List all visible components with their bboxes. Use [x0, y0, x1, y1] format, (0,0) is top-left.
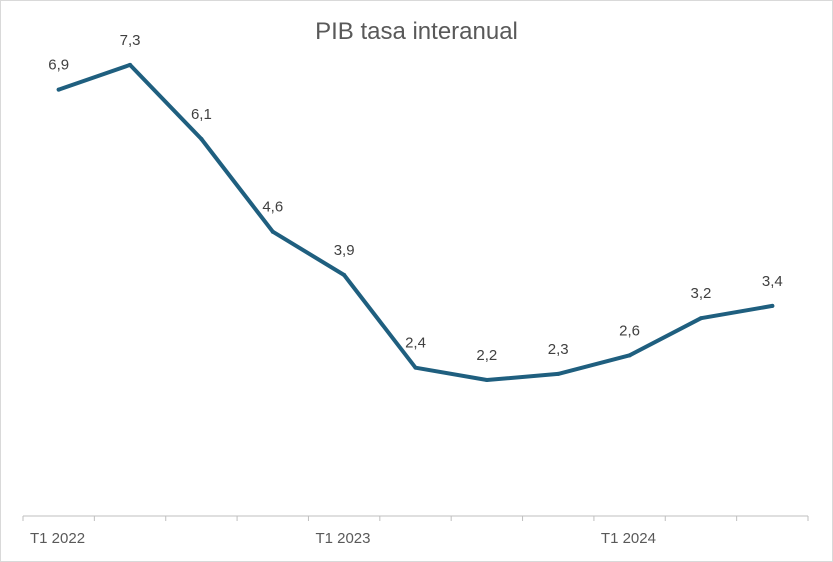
data-point: [770, 303, 775, 308]
data-label: 6,9: [48, 57, 69, 74]
x-tick-label: T1 2023: [315, 530, 370, 547]
data-point: [56, 87, 61, 92]
data-point: [128, 62, 133, 67]
data-label: 2,6: [619, 322, 640, 339]
data-label: 3,2: [691, 285, 712, 302]
data-label: 4,6: [262, 199, 283, 216]
data-label: 3,9: [334, 242, 355, 259]
data-point: [556, 371, 561, 376]
data-point: [698, 316, 703, 321]
data-label: 2,4: [405, 335, 426, 352]
x-tick-label: T1 2024: [601, 530, 656, 547]
data-label: 2,2: [476, 347, 497, 364]
data-point: [413, 365, 418, 370]
data-label: 3,4: [762, 273, 783, 290]
data-point: [270, 229, 275, 234]
data-point: [199, 137, 204, 142]
x-tick-label: T1 2022: [30, 530, 85, 547]
data-point: [484, 378, 489, 383]
data-label: 6,1: [191, 106, 212, 123]
series-line: [56, 62, 775, 382]
data-label: 7,3: [120, 32, 141, 49]
data-point: [627, 353, 632, 358]
data-label: 2,3: [548, 341, 569, 358]
data-point: [342, 272, 347, 277]
chart-title: PIB tasa interanual: [315, 18, 518, 45]
